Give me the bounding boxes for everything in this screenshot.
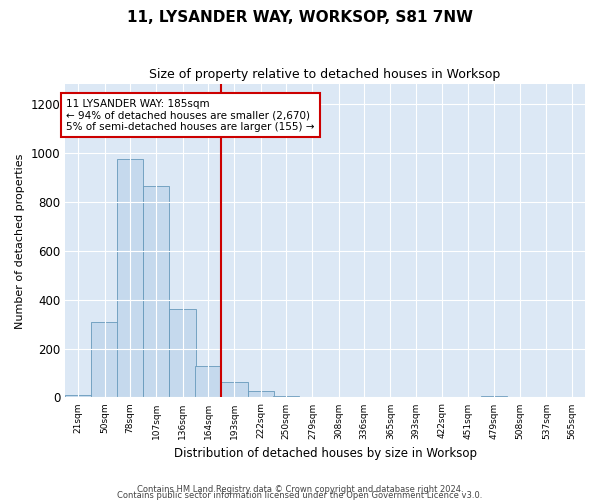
Text: Contains HM Land Registry data © Crown copyright and database right 2024.: Contains HM Land Registry data © Crown c… — [137, 486, 463, 494]
Bar — [91, 322, 118, 398]
Text: 11, LYSANDER WAY, WORKSOP, S81 7NW: 11, LYSANDER WAY, WORKSOP, S81 7NW — [127, 10, 473, 25]
Bar — [117, 159, 143, 398]
Y-axis label: Number of detached properties: Number of detached properties — [15, 153, 25, 328]
Bar — [65, 395, 91, 398]
Bar — [169, 310, 196, 398]
Bar — [248, 392, 274, 398]
Bar — [195, 366, 221, 398]
Bar — [481, 396, 507, 398]
Bar — [221, 382, 248, 398]
Text: Contains public sector information licensed under the Open Government Licence v3: Contains public sector information licen… — [118, 492, 482, 500]
Bar — [143, 186, 169, 398]
Title: Size of property relative to detached houses in Worksop: Size of property relative to detached ho… — [149, 68, 501, 80]
Text: 11 LYSANDER WAY: 185sqm
← 94% of detached houses are smaller (2,670)
5% of semi-: 11 LYSANDER WAY: 185sqm ← 94% of detache… — [66, 98, 314, 132]
X-axis label: Distribution of detached houses by size in Worksop: Distribution of detached houses by size … — [173, 447, 476, 460]
Bar — [273, 396, 299, 398]
